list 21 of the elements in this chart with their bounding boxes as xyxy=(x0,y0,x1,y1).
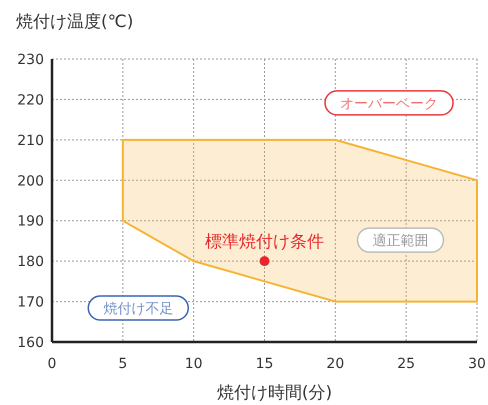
x-tick-label: 0 xyxy=(48,356,56,372)
x-tick-label: 30 xyxy=(468,356,486,372)
annotation: オーバーベーク xyxy=(340,96,438,112)
y-tick-label: 200 xyxy=(17,173,44,190)
annotation: 焼付け不足 xyxy=(103,301,174,318)
y-tick-label: 190 xyxy=(17,214,44,230)
x-tick-label: 5 xyxy=(118,356,128,372)
annotation: 標準焼付け条件 xyxy=(205,232,324,252)
y-tick-label: 210 xyxy=(17,132,44,149)
y-tick-label: 220 xyxy=(17,92,44,108)
y-tick-label: 180 xyxy=(17,254,44,270)
x-tick-label: 25 xyxy=(397,356,416,372)
x-tick-label: 10 xyxy=(184,356,203,372)
y-axis-title: 焼付け温度(℃) xyxy=(16,12,134,32)
x-axis-title: 焼付け時間(分) xyxy=(216,383,332,403)
y-tick-label: 170 xyxy=(17,294,44,311)
x-tick-label: 15 xyxy=(256,356,274,372)
annotation: 適正範囲 xyxy=(372,233,428,250)
y-tick-label: 230 xyxy=(17,52,44,68)
y-tick-label: 160 xyxy=(17,335,44,351)
x-tick-label: 20 xyxy=(326,356,344,372)
